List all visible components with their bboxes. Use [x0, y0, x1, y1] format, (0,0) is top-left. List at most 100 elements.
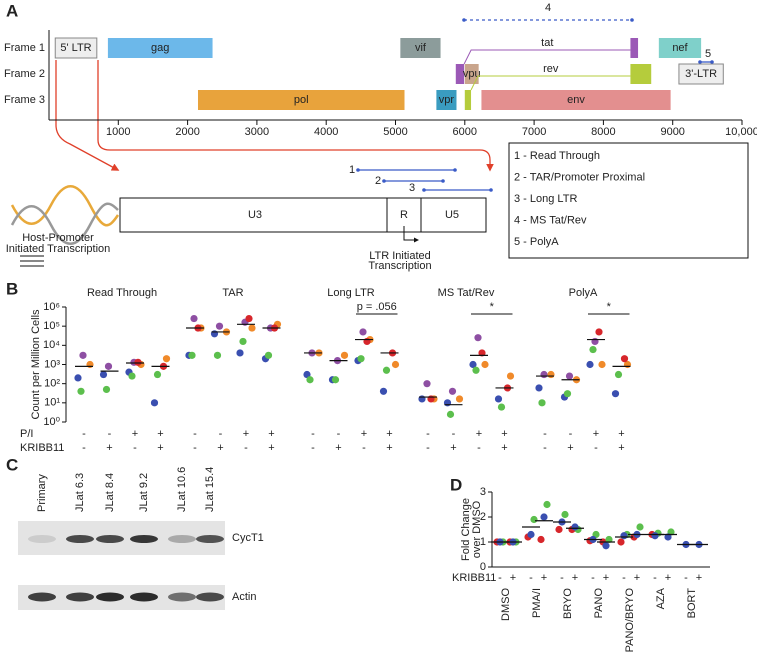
y-tick-label: 10¹	[44, 397, 60, 409]
data-point	[595, 328, 603, 336]
data-point	[591, 337, 599, 346]
group-title: TAR	[222, 287, 243, 299]
y-tick-label: 10⁰	[43, 416, 60, 428]
data-point	[427, 395, 435, 403]
band	[130, 535, 158, 543]
host-label: Host-Promoter	[22, 232, 94, 244]
condition-sign: +	[157, 428, 163, 440]
y-axis-label: over DMSO	[471, 500, 483, 558]
condition-sign: +	[665, 572, 671, 584]
data-point	[527, 530, 535, 539]
y-tick-label: 1	[480, 536, 486, 548]
gene-label: vpr	[439, 94, 455, 106]
condition-sign: -	[622, 572, 626, 584]
data-point	[598, 360, 606, 369]
gene-box	[455, 64, 465, 84]
condition-sign: -	[337, 428, 341, 440]
data-point	[506, 372, 515, 380]
gene-box	[658, 38, 702, 58]
amplicon-end	[441, 179, 445, 183]
data-point	[363, 337, 371, 346]
amplicon-label: 2	[375, 175, 381, 187]
band	[66, 592, 94, 602]
gene-box	[630, 38, 639, 58]
band	[28, 535, 56, 543]
data-point	[602, 542, 610, 550]
data-point	[99, 370, 108, 379]
annotation: p = .056	[357, 301, 397, 313]
gene-box	[630, 64, 652, 84]
data-point	[571, 523, 579, 531]
gene-box	[54, 37, 98, 59]
data-point	[264, 351, 273, 359]
x-tick-label: 4000	[314, 126, 338, 138]
condition-sign: +	[386, 428, 392, 440]
key-entry: 2 - TAR/Promoter Proximal	[514, 171, 645, 183]
y-tick-label: 2	[480, 511, 486, 523]
panel-label: C	[6, 455, 18, 474]
data-point	[79, 351, 87, 359]
condition-sign: +	[593, 428, 599, 440]
frame-label: Frame 1	[4, 42, 45, 54]
data-point	[561, 510, 569, 519]
data-point	[455, 395, 464, 403]
x-tick-label: 5000	[383, 126, 407, 138]
condition-sign: -	[498, 572, 502, 584]
x-tick-label: PANO	[593, 588, 605, 619]
gene-label: tat	[541, 37, 553, 49]
panel-label: B	[6, 279, 18, 298]
data-point	[443, 399, 452, 407]
band	[96, 535, 124, 543]
data-point	[611, 390, 620, 398]
gene-label: nef	[672, 42, 688, 54]
condition-sign: -	[591, 572, 595, 584]
ltr-label: Transcription	[368, 260, 431, 272]
panel-label: D	[450, 475, 462, 494]
data-point	[423, 380, 431, 388]
host-label: Initiated Transcription	[6, 243, 111, 255]
condition-sign: +	[132, 428, 138, 440]
lane-label: JLat 15.4	[204, 467, 216, 512]
condition-sign: +	[157, 442, 163, 454]
data-point	[481, 360, 489, 369]
data-point	[86, 360, 94, 369]
condition-sign: -	[569, 428, 573, 440]
group-title: PolyA	[569, 287, 598, 299]
gene-box	[107, 38, 213, 58]
arrows	[20, 255, 44, 267]
amplicon-end	[422, 188, 426, 192]
data-point	[540, 370, 548, 379]
gene-label: pol	[294, 94, 309, 106]
data-point	[535, 384, 543, 392]
condition-sign: +	[501, 428, 507, 440]
amplicon-end	[453, 168, 457, 172]
x-tick-label: 1000	[106, 126, 130, 138]
gene-box	[464, 90, 472, 110]
splice-line	[463, 49, 631, 65]
condition-sign: +	[243, 428, 249, 440]
amplicon-end	[462, 18, 466, 22]
condition-sign: +	[450, 442, 456, 454]
gene-box	[436, 90, 457, 110]
arrow	[403, 226, 419, 243]
gene-label: rev	[543, 63, 559, 75]
group-title: MS Tat/Rev	[438, 287, 495, 299]
row-label: CycT1	[232, 532, 264, 544]
condition-sign: -	[193, 428, 197, 440]
annotation: *	[607, 301, 612, 313]
y-tick-label: 0	[480, 561, 486, 573]
ltr-label: LTR Initiated	[369, 250, 431, 262]
y-axis-label: Count per Million Cells	[30, 309, 42, 420]
data-point	[538, 399, 546, 407]
data-point	[382, 366, 391, 374]
data-point	[547, 370, 555, 379]
data-point	[563, 390, 572, 398]
amplicon-end	[489, 188, 493, 192]
condition-sign: -	[653, 572, 657, 584]
panel-label: A	[6, 1, 18, 20]
data-point	[605, 535, 613, 544]
ltr-region: U5	[445, 209, 459, 221]
data-point	[543, 500, 551, 509]
condition-sign: -	[477, 442, 481, 454]
